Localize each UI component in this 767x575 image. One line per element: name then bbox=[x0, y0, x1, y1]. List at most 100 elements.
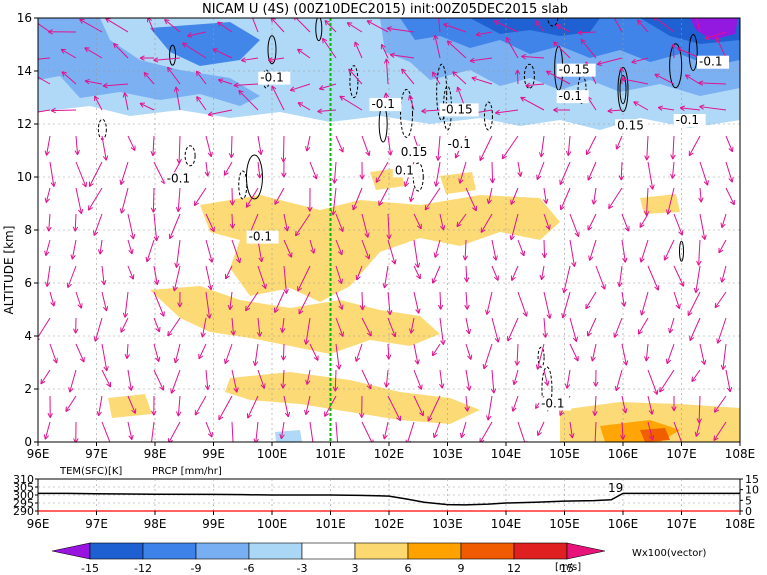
wind-vector-head bbox=[151, 410, 157, 416]
contour-labels: -0.1 -0.1 -0.1 -0.1 0.15 0.1 -0.15 -0.1 -0.15 -0.… bbox=[164, 55, 730, 411]
wind-vector-head bbox=[687, 310, 693, 317]
wind-vector-head bbox=[591, 199, 597, 205]
contour-label-bg bbox=[556, 90, 589, 104]
wind-vector-head bbox=[246, 413, 252, 419]
y-tick-label: 16 bbox=[17, 11, 32, 25]
wind-vector bbox=[438, 18, 441, 33]
wind-vector-head bbox=[129, 234, 136, 240]
contour-label-bg bbox=[258, 71, 291, 85]
wind-vector-head bbox=[676, 47, 683, 53]
wind-vector bbox=[699, 213, 706, 240]
wind-vector-head bbox=[383, 382, 390, 388]
wind-vector bbox=[49, 161, 55, 187]
wind-vector bbox=[127, 135, 136, 151]
wind-vector-head bbox=[43, 434, 49, 440]
x-tick-label: 99E bbox=[202, 447, 225, 461]
wind-vector bbox=[75, 187, 82, 214]
wind-vector bbox=[252, 18, 259, 33]
wind-vector bbox=[387, 317, 396, 338]
wind-vector-head bbox=[44, 197, 50, 203]
wind-vector-head bbox=[150, 151, 156, 157]
colorbar-segment bbox=[248, 542, 303, 560]
wind-vector bbox=[51, 109, 77, 112]
wind-vector-head bbox=[103, 366, 109, 372]
wind-vector bbox=[620, 161, 623, 181]
wind-vector-head bbox=[124, 353, 130, 359]
wind-vector bbox=[510, 213, 519, 241]
wind-vector bbox=[510, 187, 519, 205]
wind-vector bbox=[153, 369, 164, 391]
contour-label: -0.1 bbox=[167, 171, 190, 185]
wind-vector bbox=[46, 265, 51, 287]
wind-vector-head bbox=[366, 331, 372, 337]
wind-vector bbox=[387, 291, 391, 315]
wind-vector bbox=[511, 265, 519, 281]
wind-vector bbox=[153, 291, 165, 317]
wind-vector-head bbox=[592, 410, 598, 416]
wind-vector bbox=[543, 213, 551, 230]
wind-vector bbox=[387, 213, 390, 240]
wind-vector-head bbox=[102, 305, 109, 312]
wind-vector bbox=[354, 41, 363, 59]
wind-vector-head bbox=[79, 18, 85, 24]
wind-vector bbox=[437, 135, 441, 161]
wind-vector-head bbox=[297, 48, 303, 54]
vector-scale-label: Wx100(vector) bbox=[632, 548, 707, 559]
wind-vector bbox=[715, 37, 727, 59]
wind-vector bbox=[698, 395, 701, 423]
wind-vector-head bbox=[274, 199, 280, 205]
wind-vector-head bbox=[101, 280, 107, 286]
wind-vector-head bbox=[622, 408, 628, 414]
wind-vector bbox=[270, 18, 285, 33]
wind-vector-head bbox=[415, 308, 421, 314]
wind-vector-head bbox=[486, 415, 492, 421]
wind-vector-head bbox=[720, 277, 726, 283]
wind-vector-head bbox=[446, 40, 453, 46]
wind-vector-head bbox=[728, 146, 734, 153]
wind-vector bbox=[348, 68, 363, 85]
shade-region bbox=[200, 195, 560, 302]
wind-vector bbox=[127, 395, 136, 414]
shade-region bbox=[440, 172, 476, 194]
wind-vector-head bbox=[439, 383, 445, 389]
wind-vector-head bbox=[387, 150, 393, 156]
wind-vector-head bbox=[510, 275, 516, 281]
wind-vector-head bbox=[153, 236, 159, 242]
wind-vector bbox=[335, 343, 340, 370]
wind-vector-head bbox=[693, 287, 700, 294]
wind-vector-head bbox=[514, 69, 521, 75]
wind-vector bbox=[456, 213, 467, 228]
wind-vector-head bbox=[479, 437, 485, 442]
wind-vector bbox=[218, 395, 233, 421]
wind-vector-head bbox=[472, 205, 478, 212]
contour-line bbox=[619, 75, 627, 105]
wind-vector bbox=[434, 35, 441, 59]
shade-region bbox=[640, 194, 680, 214]
wind-vector-head bbox=[84, 47, 90, 53]
wind-vector-head bbox=[675, 303, 681, 310]
wind-vector bbox=[480, 213, 493, 233]
contour-line bbox=[537, 346, 545, 368]
wind-vector-head bbox=[585, 149, 591, 156]
wind-vector bbox=[147, 18, 155, 33]
wind-vector bbox=[594, 421, 597, 442]
wind-vector bbox=[521, 55, 545, 59]
wind-vector-head bbox=[218, 414, 224, 421]
wind-vector bbox=[383, 265, 389, 289]
wind-vector bbox=[335, 317, 344, 337]
wind-vector-head bbox=[694, 431, 700, 437]
wind-vector-head bbox=[260, 383, 266, 389]
wind-vector-head bbox=[68, 387, 74, 393]
wind-field-shading bbox=[38, 18, 740, 442]
wind-vector bbox=[153, 343, 160, 362]
wind-vector-head bbox=[209, 226, 215, 233]
wind-vector bbox=[151, 421, 155, 442]
wind-vector-head bbox=[726, 386, 733, 393]
wind-vector bbox=[666, 343, 675, 364]
wind-vector-head bbox=[207, 432, 213, 438]
wind-vector-head bbox=[522, 311, 528, 317]
wind-vector-head bbox=[433, 252, 439, 258]
wind-vector bbox=[717, 317, 727, 344]
wind-vector bbox=[386, 27, 415, 33]
wind-vector bbox=[424, 187, 441, 211]
